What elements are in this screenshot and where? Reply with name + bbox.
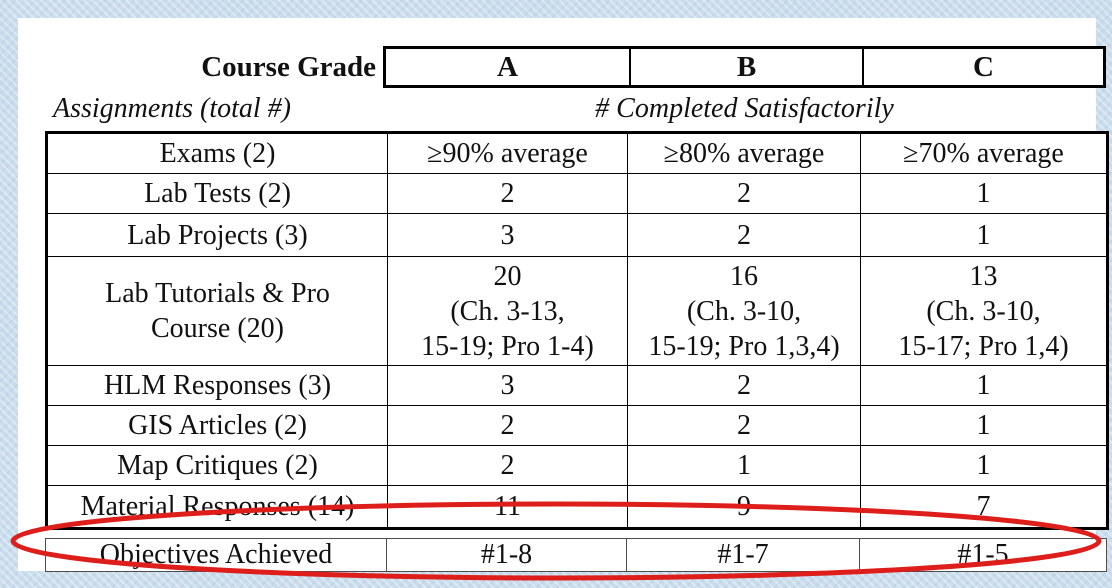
grade-header-row: Course Grade A B C — [45, 46, 1106, 88]
content-panel: Course Grade A B C Assignments (total #)… — [18, 18, 1109, 572]
cell-b: 16 (Ch. 3-10, 15-19; Pro 1,3,4) — [627, 256, 861, 366]
cell-a: 2 — [387, 445, 628, 486]
row-label: Map Critiques (2) — [46, 445, 388, 486]
cell-b: #1-7 — [626, 538, 860, 572]
row-label: Objectives Achieved — [45, 538, 387, 572]
cell-b: 2 — [627, 365, 861, 406]
grade-header-a: A — [497, 50, 518, 83]
row-label: Lab Projects (3) — [46, 213, 388, 257]
cell-b: 9 — [627, 485, 861, 529]
table-row-gis-articles: GIS Articles (2) 2 2 1 — [46, 405, 1108, 446]
table-row-lab-projects: Lab Projects (3) 3 2 1 — [46, 213, 1108, 257]
table-row-exams: Exams (2) ≥90% average ≥80% average ≥70%… — [46, 132, 1108, 174]
row-label: Lab Tests (2) — [46, 173, 388, 214]
cell-c: 7 — [860, 485, 1108, 529]
cell-c: ≥70% average — [860, 132, 1108, 174]
cell-b: 2 — [627, 405, 861, 446]
table-row-objectives: Objectives Achieved #1-8 #1-7 #1-5 — [45, 538, 1107, 572]
cell-c: 13 (Ch. 3-10, 15-17; Pro 1,4) — [860, 256, 1108, 366]
cell-b: 2 — [627, 213, 861, 257]
row-label: HLM Responses (3) — [46, 365, 388, 406]
objectives-achieved-row: Objectives Achieved #1-8 #1-7 #1-5 — [45, 538, 1107, 572]
course-grade-label: Course Grade — [201, 51, 376, 83]
table-row-lab-tutorials: Lab Tutorials & Pro Course (20) 20 (Ch. … — [46, 256, 1108, 366]
grade-header-b: B — [629, 49, 862, 85]
row-label: GIS Articles (2) — [46, 405, 388, 446]
cell-a: 11 — [387, 485, 628, 529]
assignments-subtitle: Assignments (total #) — [53, 93, 291, 124]
table-row-material-responses: Material Responses (14) 11 9 7 — [46, 485, 1108, 529]
row-label: Material Responses (14) — [46, 485, 388, 529]
table-row-map-critiques: Map Critiques (2) 2 1 1 — [46, 445, 1108, 486]
cell-a: 3 — [387, 213, 628, 257]
cell-a: 2 — [387, 173, 628, 214]
grade-header-box: A B C — [383, 46, 1106, 88]
grade-header-c: C — [862, 49, 1103, 85]
row-label: Exams (2) — [46, 132, 388, 174]
cell-c: 1 — [860, 213, 1108, 257]
cell-c: 1 — [860, 405, 1108, 446]
cell-c: #1-5 — [859, 538, 1107, 572]
cell-c: 1 — [860, 365, 1108, 406]
cell-b: ≥80% average — [627, 132, 861, 174]
table-row-lab-tests: Lab Tests (2) 2 2 1 — [46, 173, 1108, 214]
completed-satisfactorily-subtitle: # Completed Satisfactorily — [595, 93, 894, 124]
cell-a: 20 (Ch. 3-13, 15-19; Pro 1-4) — [387, 256, 628, 366]
cell-c: 1 — [860, 173, 1108, 214]
cell-a: ≥90% average — [387, 132, 628, 174]
cell-c: 1 — [860, 445, 1108, 486]
grading-criteria-table: Exams (2) ≥90% average ≥80% average ≥70%… — [45, 131, 1109, 530]
cell-a: 3 — [387, 365, 628, 406]
cell-b: 2 — [627, 173, 861, 214]
cell-a: 2 — [387, 405, 628, 446]
row-label: Lab Tutorials & Pro Course (20) — [46, 256, 388, 366]
subtitle-row: Assignments (total #) # Completed Satisf… — [45, 90, 1106, 128]
cell-b: 1 — [627, 445, 861, 486]
cell-a: #1-8 — [386, 538, 627, 572]
table-row-hlm-responses: HLM Responses (3) 3 2 1 — [46, 365, 1108, 406]
